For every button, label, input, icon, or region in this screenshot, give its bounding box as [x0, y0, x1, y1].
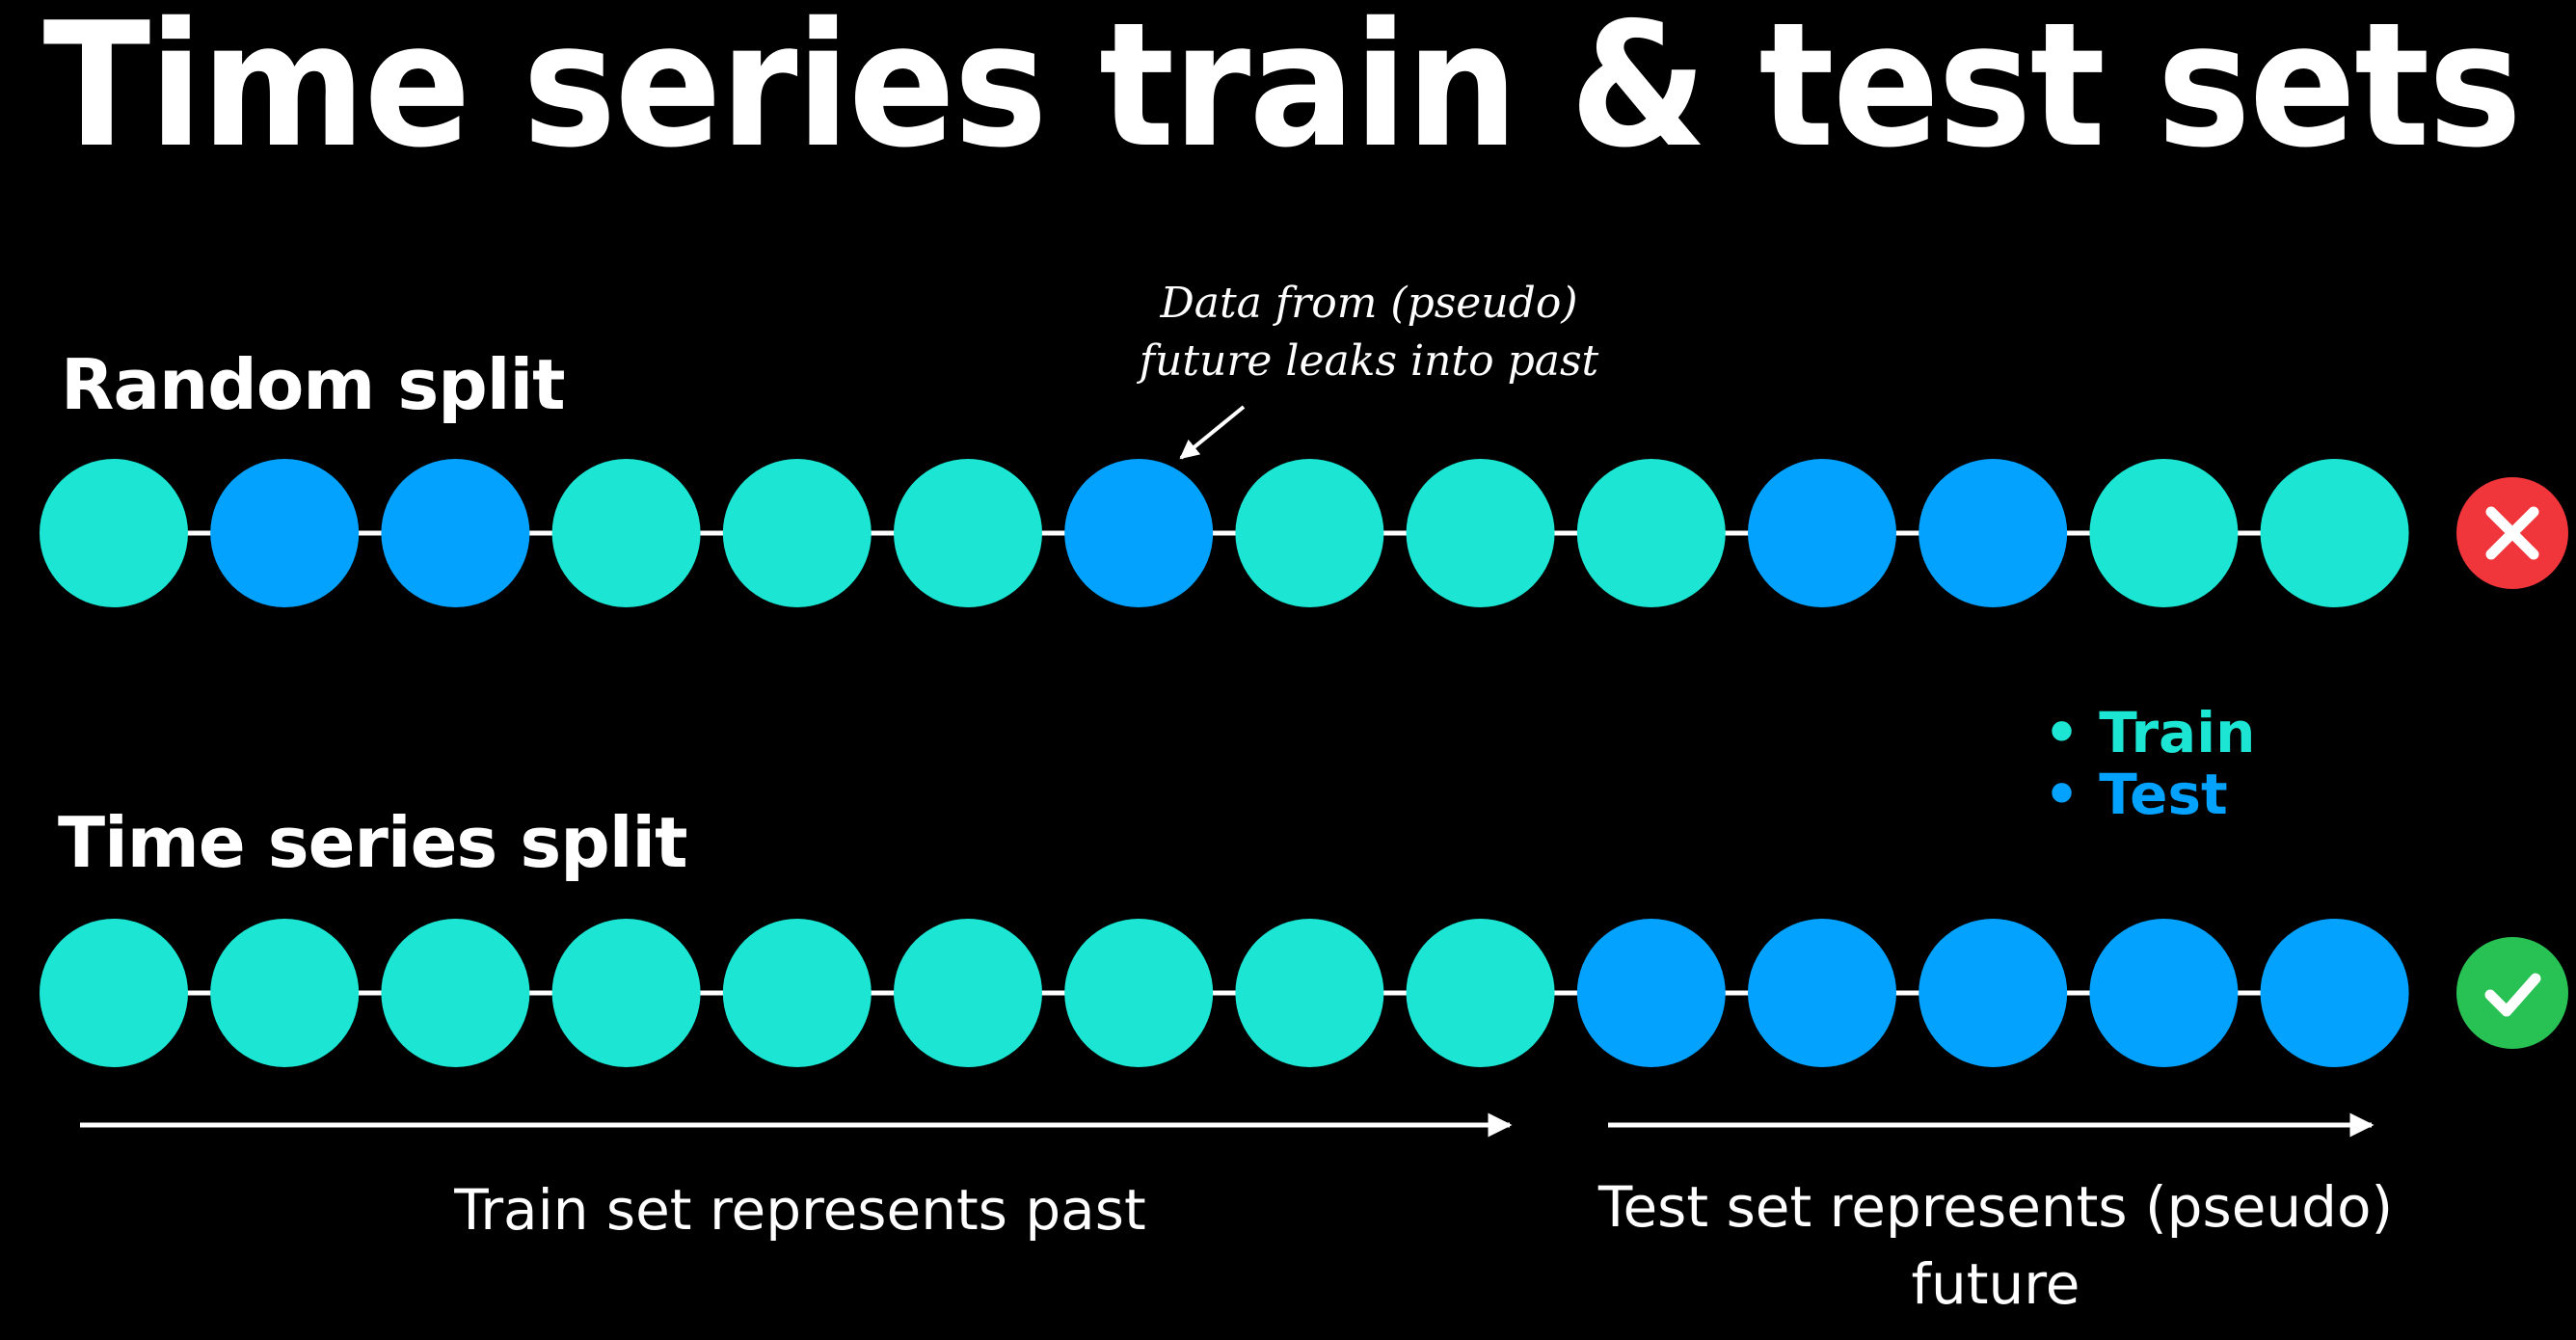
- time-series-split-point-train: [40, 919, 188, 1067]
- leak-annotation-line-1: Data from (pseudo): [1160, 279, 1578, 328]
- time-series-split-point-test: [1919, 919, 2068, 1067]
- legend: • Train • Test: [2044, 702, 2255, 825]
- page-title: Time series train & test sets: [42, 0, 2523, 185]
- time-series-split-point-train: [1064, 919, 1214, 1067]
- time-series-split-point-train: [722, 919, 872, 1067]
- time-series-split-label: Time series split: [58, 802, 688, 883]
- random-split-point-train: [2260, 459, 2409, 607]
- time-series-split-point-test: [1576, 919, 1726, 1067]
- legend-test-label: Test: [2099, 762, 2228, 827]
- leak-annotation: Data from (pseudo) future leaks into pas…: [1060, 275, 1677, 390]
- legend-item-test: • Test: [2044, 764, 2255, 825]
- time-series-split-point-test: [2260, 919, 2409, 1067]
- random-split-point-train: [551, 459, 701, 607]
- legend-item-train: • Train: [2044, 702, 2255, 764]
- caption-past: Train set represents past: [454, 1177, 1146, 1243]
- random-split-point-train: [722, 459, 872, 607]
- time-series-split-point-train: [894, 919, 1042, 1067]
- random-split-point-train: [894, 459, 1042, 607]
- time-series-split-point-test: [1748, 919, 1896, 1067]
- pass-badge: [2456, 937, 2568, 1049]
- random-split-point-train: [1406, 459, 1555, 607]
- random-split-point-train: [1576, 459, 1726, 607]
- time-series-split-status: [2456, 937, 2568, 1049]
- time-series-split-point-train: [551, 919, 701, 1067]
- random-split-points: [40, 459, 2409, 607]
- time-series-split-point-train: [381, 919, 530, 1067]
- time-series-split-points: [40, 919, 2409, 1067]
- time-series-split-point-train: [210, 919, 360, 1067]
- random-split-point-test: [381, 459, 530, 607]
- caption-future-line-2: future: [1911, 1251, 2080, 1317]
- time-series-split-row: [40, 919, 2568, 1067]
- random-split-row: [40, 459, 2568, 607]
- caption-future: Test set represents (pseudo) future: [1581, 1168, 2410, 1323]
- random-split-point-train: [40, 459, 188, 607]
- random-split-status: [2456, 477, 2568, 589]
- random-split-point-test: [210, 459, 360, 607]
- legend-bullet-train: •: [2044, 700, 2100, 765]
- random-split-point-test: [1919, 459, 2068, 607]
- random-split-point-train: [1235, 459, 1384, 607]
- leak-arrow: [1179, 405, 1246, 460]
- caption-future-line-1: Test set represents (pseudo): [1597, 1174, 2394, 1240]
- legend-bullet-test: •: [2044, 762, 2100, 827]
- time-series-split-point-train: [1235, 919, 1384, 1067]
- random-split-label: Random split: [61, 344, 566, 425]
- random-split-point-test: [1064, 459, 1214, 607]
- time-series-split-point-train: [1406, 919, 1555, 1067]
- cross-icon: [2485, 506, 2539, 560]
- legend-train-label: Train: [2099, 700, 2256, 765]
- leak-annotation-line-2: future leaks into past: [1139, 336, 1599, 386]
- check-icon: [2484, 973, 2541, 1017]
- time-series-split-point-test: [2089, 919, 2239, 1067]
- random-split-point-train: [2089, 459, 2239, 607]
- random-split-point-test: [1748, 459, 1896, 607]
